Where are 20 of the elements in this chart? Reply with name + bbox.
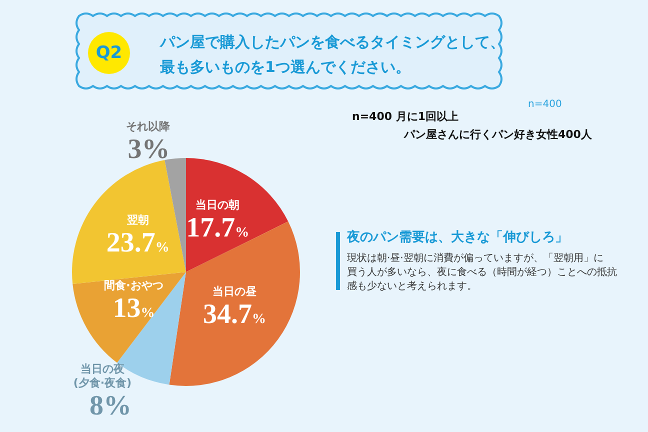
text: 感も少ないと考えられます。 bbox=[347, 280, 477, 294]
text: パン屋で購入したパンを食べるタイミングとして、最も多いものを1つ選んでください。 bbox=[160, 32, 505, 78]
text: パン屋さんに行くパン好き女性400人 bbox=[404, 127, 592, 143]
text: 夜のパン需要は、大きな「伸びしろ」 bbox=[347, 228, 568, 246]
data-label: 13% bbox=[112, 292, 155, 324]
slice-label: 翌朝 bbox=[126, 214, 149, 227]
text: n=400 bbox=[528, 99, 562, 110]
data-label: 34.7% bbox=[203, 298, 266, 330]
text: 現状は朝·昼·翌朝に消費が偏っていますが、「翌朝用」に bbox=[347, 252, 604, 266]
data-label: 17.7% bbox=[186, 212, 250, 244]
text: n=400 月に1回以上 bbox=[352, 109, 458, 125]
slice-label: 当日の夜 (夕食·夜食) bbox=[73, 362, 132, 390]
slice-label: それ以降 bbox=[126, 120, 171, 134]
slice-label: 当日の昼 bbox=[212, 284, 258, 298]
slice-label: 当日の朝 bbox=[196, 198, 240, 212]
text: 買う人が多いなら、夜に食べる（時間が経つ）ことへの抵抗 bbox=[347, 266, 617, 280]
data-label: 23.7% bbox=[106, 228, 170, 259]
slice-label: 間食·おやつ bbox=[104, 278, 164, 292]
data-label: 8% bbox=[90, 390, 132, 422]
data-label: 3% bbox=[128, 134, 170, 166]
